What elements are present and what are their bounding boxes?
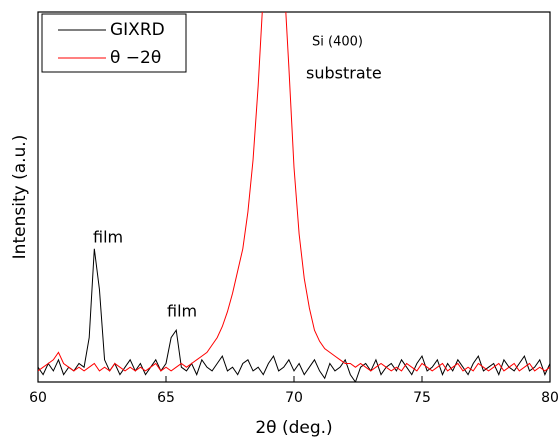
x-tick-label: 65 — [157, 390, 175, 406]
plot-area — [38, 12, 550, 382]
y-axis-label: Intensity (a.u.) — [10, 135, 30, 260]
x-tick-label: 75 — [413, 390, 431, 406]
x-axis-label: 2θ (deg.) — [255, 418, 332, 438]
annotation: film — [167, 302, 197, 321]
annotation: substrate — [306, 64, 382, 83]
legend: GIXRD θ −2θ — [41, 13, 187, 73]
annotation: Si (400) — [312, 35, 363, 50]
x-tick-label: 70 — [285, 390, 303, 406]
legend-label: GIXRD — [110, 20, 165, 40]
x-tick-label: 60 — [29, 390, 47, 406]
annotation: film — [93, 228, 123, 247]
legend-label: θ −2θ — [110, 48, 161, 68]
data-line — [38, 12, 550, 372]
x-tick-label: 80 — [541, 390, 559, 406]
data-line — [38, 248, 550, 382]
legend-box — [41, 13, 187, 73]
